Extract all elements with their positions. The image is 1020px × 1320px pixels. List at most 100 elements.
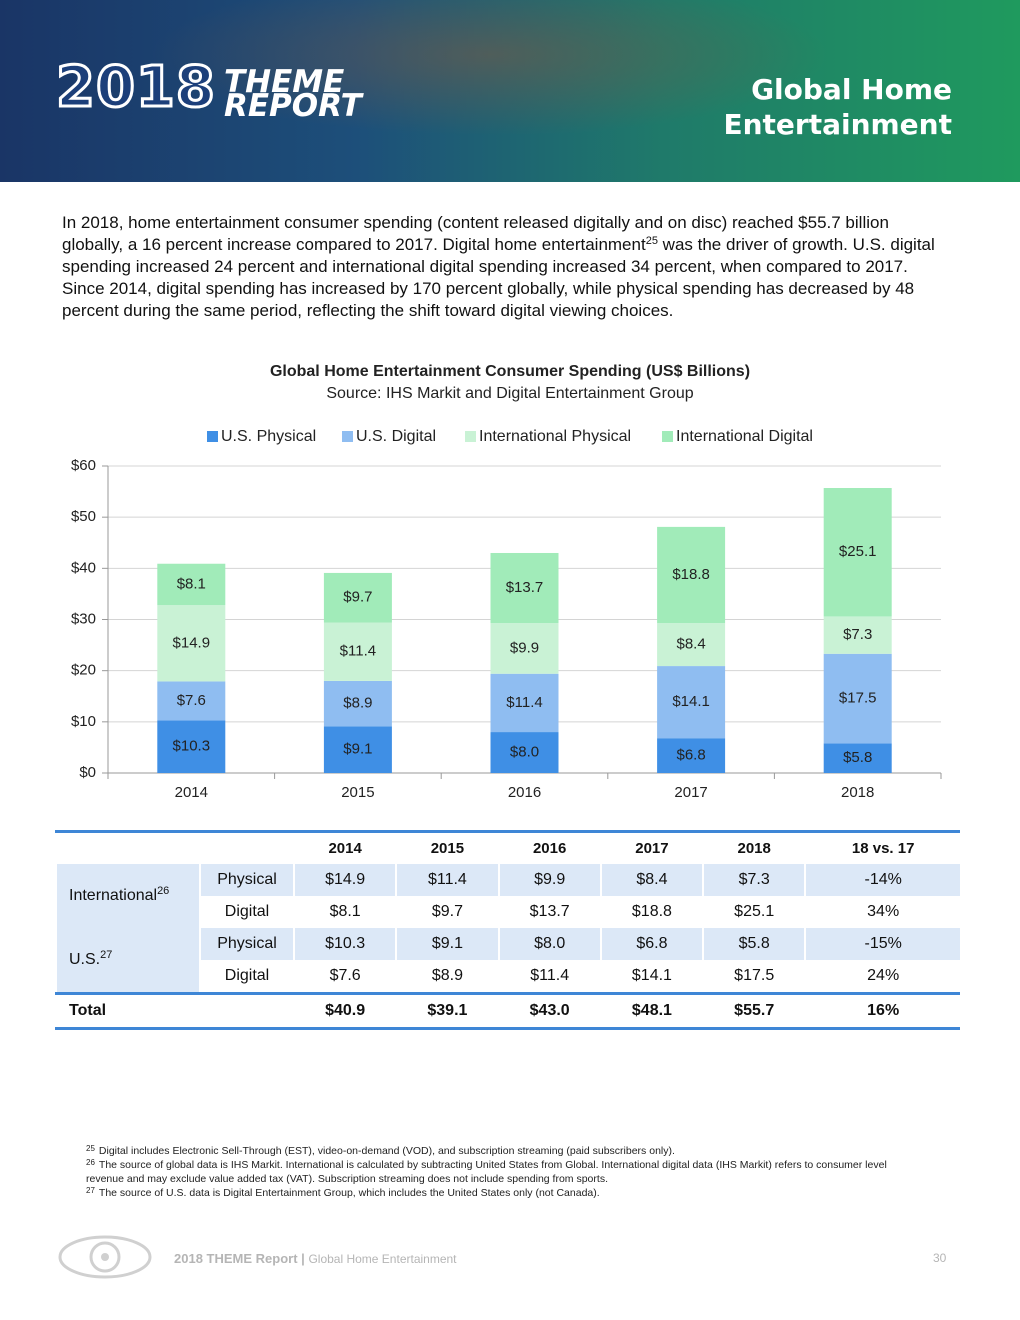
group-label: International26 (55, 864, 200, 928)
total-label: Total (55, 992, 294, 1030)
table-cell: $14.9 (292, 864, 397, 896)
brand-year: 2018 (55, 55, 217, 120)
row-label: Physical (199, 928, 294, 960)
bar-segment (657, 666, 726, 739)
table-cell: $11.4 (497, 960, 601, 994)
table-cell: $11.4 (395, 864, 499, 896)
logo (58, 1235, 152, 1279)
bar-segment (323, 726, 392, 773)
table-cell: 34% (804, 896, 960, 928)
footnote-text: The source of U.S. data is Digital Enter… (98, 1187, 600, 1199)
table-row: International26 Physical $14.9 $11.4 $9.9 $8.… (55, 864, 960, 928)
total-row: Total $40.9 $39.1 $43.0 $48.1 $55.7 16% (55, 992, 960, 1030)
data-label: $9.1 (343, 741, 372, 758)
footnote-ref: 26 (157, 885, 170, 897)
chart-subtitle: Source: IHS Markit and Digital Entertain… (326, 385, 693, 402)
total-cell: 16% (804, 992, 960, 1030)
footnote-text: Digital includes Electronic Sell-Through… (98, 1145, 675, 1157)
data-label: $6.8 (676, 747, 705, 764)
legend-swatch (662, 431, 673, 442)
x-tick-label: 2017 (674, 784, 707, 801)
total-cell: $55.7 (702, 992, 806, 1030)
table-cell: $8.1 (292, 896, 397, 928)
header-cell: 2018 (702, 830, 806, 864)
table-cell: $7.3 (702, 864, 806, 896)
total-cell: $48.1 (599, 992, 704, 1030)
footnote: 25 Digital includes Electronic Sell-Throu… (86, 1144, 916, 1158)
intro-paragraph: In 2018, home entertainment consumer spe… (62, 212, 947, 322)
table-cell: $9.7 (395, 896, 499, 928)
group-label: U.S.27 (55, 928, 200, 994)
brand-word: THEME (224, 64, 345, 100)
footnote-number: 27 (86, 1186, 95, 1195)
footer-report: 2018 THEME Report (174, 1251, 298, 1266)
table-row: U.S.27 Physical $10.3 $9.1 $8.0 $6.8 $5.8 -15% (55, 928, 960, 994)
data-label: $8.0 (510, 744, 539, 761)
data-label: $11.4 (506, 694, 542, 711)
y-tick-label: $20 (71, 662, 96, 679)
legend-label: U.S. Digital (356, 428, 436, 445)
brand-word: REPORT (224, 88, 362, 124)
table-cell: $25.1 (702, 896, 806, 928)
header-cell: 2014 (292, 830, 397, 864)
data-label: $18.8 (672, 566, 710, 583)
page-number: 30 (933, 1251, 947, 1265)
page-title: Global Home (751, 73, 952, 106)
data-label: $8.9 (343, 695, 372, 712)
table-cell: $7.6 (292, 960, 397, 994)
row-label: Digital (199, 960, 294, 994)
data-label: $14.1 (672, 693, 710, 710)
y-tick-label: $0 (79, 764, 96, 781)
table-cell: $5.8 (702, 928, 806, 960)
group-name: International (69, 887, 158, 904)
header-cell: 2016 (497, 830, 601, 864)
bar-segment (323, 622, 392, 681)
footnote-number: 25 (86, 1144, 95, 1153)
bar-segment (323, 680, 392, 727)
bar-segment (657, 526, 726, 624)
total-cell: $43.0 (497, 992, 601, 1030)
bar-segment (323, 572, 392, 623)
data-label: $25.1 (839, 543, 877, 560)
bar-segment (490, 552, 559, 624)
table-row: Digital $8.1 $9.7 $13.7 $18.8 $25.1 34% (56, 896, 960, 928)
bar-segment (657, 623, 726, 667)
total-cell: $40.9 (292, 992, 397, 1030)
bar-segment (490, 623, 559, 674)
table-cell: -14% (804, 864, 960, 896)
chart-title: Global Home Entertainment Consumer Spend… (270, 363, 750, 380)
intro-text: In 2018, home entertainment consumer spe… (62, 213, 889, 254)
table-cell: $8.9 (395, 960, 499, 994)
y-tick-label: $40 (71, 559, 96, 576)
table-cell: $9.1 (395, 928, 499, 960)
legend-swatch (207, 431, 218, 442)
footer-text: 2018 THEME Report | Global Home Entertai… (174, 1251, 457, 1266)
total-cell: $39.1 (395, 992, 499, 1030)
table-cell: $13.7 (497, 896, 601, 928)
data-label: $7.6 (177, 692, 206, 709)
legend-swatch (342, 431, 353, 442)
data-label: $17.5 (839, 690, 877, 707)
y-tick-label: $10 (71, 713, 96, 730)
data-label: $10.3 (173, 738, 211, 755)
header-cell: 18 vs. 17 (804, 830, 960, 864)
table-cell: $10.3 (292, 928, 397, 960)
bar-segment (490, 673, 559, 733)
y-tick-label: $60 (71, 457, 96, 474)
bar-segment (823, 616, 892, 654)
data-label: $7.3 (843, 626, 872, 643)
table-cell: -15% (804, 928, 960, 960)
bar-segment (823, 653, 892, 744)
chart: Global Home Entertainment Consumer Spend… (71, 363, 942, 801)
bar-segment (823, 488, 892, 617)
table-cell: $18.8 (599, 896, 704, 928)
y-tick-label: $30 (71, 610, 96, 627)
legend-label: International Physical (479, 428, 631, 445)
bar-segment (157, 563, 226, 606)
table-cell: 24% (804, 960, 960, 994)
bar-segment (157, 605, 226, 682)
data-label: $8.4 (676, 636, 705, 653)
footnote-text: The source of global data is IHS Markit.… (86, 1159, 887, 1185)
footnote-number: 26 (86, 1158, 95, 1167)
